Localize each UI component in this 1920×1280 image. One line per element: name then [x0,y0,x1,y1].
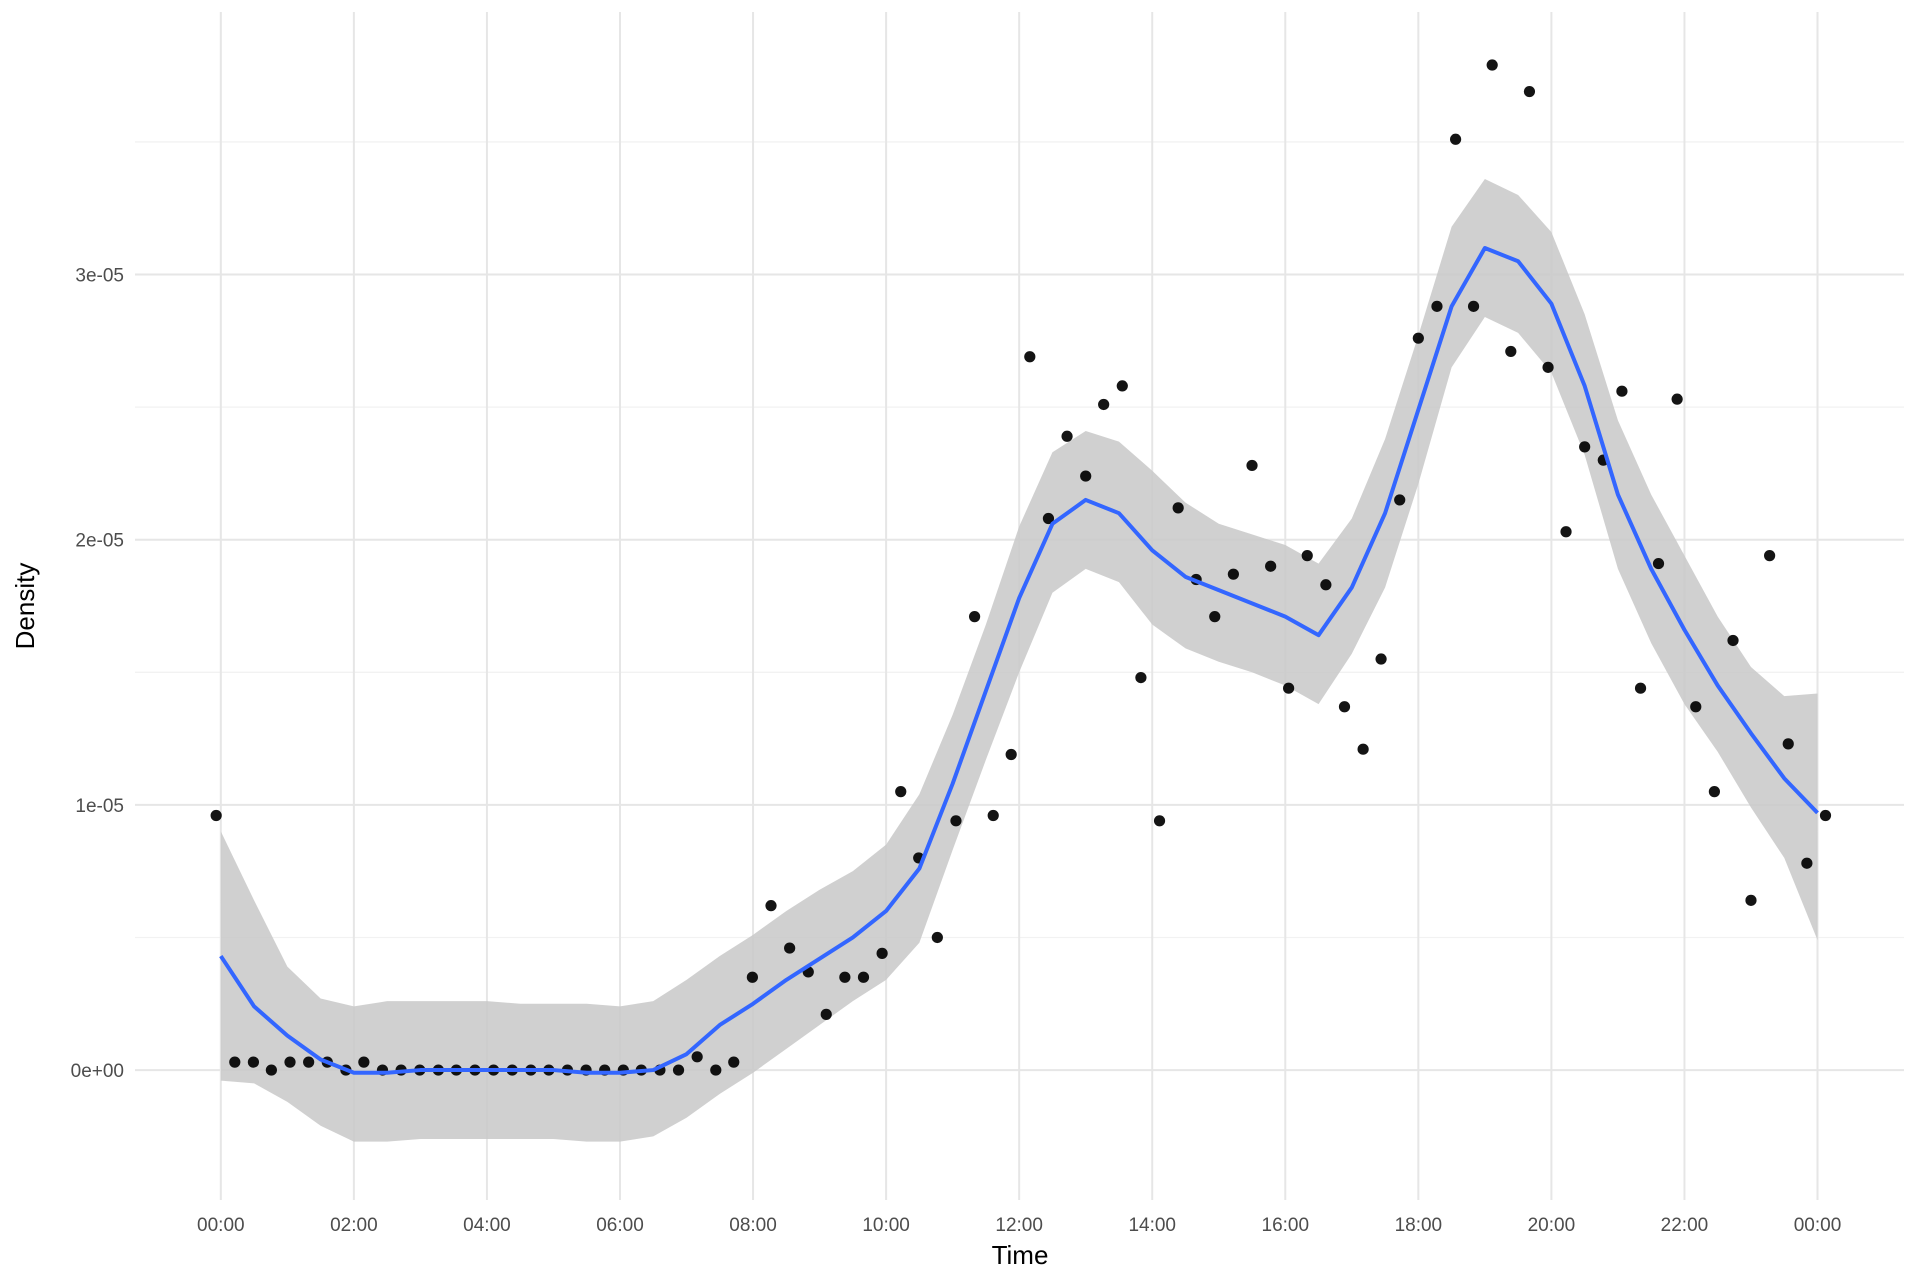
points-layer [210,59,1832,1076]
data-point [1727,634,1739,647]
data-point [1098,398,1110,411]
data-point [1116,380,1128,392]
data-point [1301,550,1313,562]
x-tick-label: 08:00 [729,1215,777,1236]
data-point [1283,682,1295,694]
confidence-band [220,179,1818,1142]
data-point [358,1056,370,1068]
y-tick-label: 3e-05 [75,266,124,287]
data-point [728,1056,740,1068]
data-point [710,1064,722,1076]
data-point [1246,459,1258,472]
x-tick-label: 04:00 [463,1215,511,1236]
y-axis-title: Density [10,563,40,650]
data-point [1080,470,1092,482]
x-tick-label: 10:00 [862,1215,910,1236]
x-tick-label: 12:00 [995,1215,1043,1236]
tick-labels: 0e+00 1e-05 2e-05 3e-05 00:00 02:00 04:00 06:00… [71,266,1842,1236]
x-tick-label: 22:00 [1661,1215,1709,1236]
data-point [1801,857,1813,869]
data-point [839,971,851,983]
data-point [1486,59,1498,71]
data-point [950,815,962,827]
data-point [210,809,222,822]
data-point [876,947,888,959]
data-point [931,931,943,944]
data-point [1172,502,1184,514]
data-point [746,971,758,983]
data-point [1375,653,1387,665]
x-tick-label: 18:00 [1395,1215,1443,1236]
data-point [1782,738,1794,750]
data-point [1357,743,1369,755]
data-point [1819,809,1832,822]
y-tick-label: 2e-05 [75,531,124,552]
smooth-line [219,246,1819,1075]
data-point [1671,393,1683,405]
data-point [1005,748,1017,761]
x-tick-label: 20:00 [1528,1215,1576,1236]
data-point [1542,361,1554,373]
data-point [1024,351,1036,363]
x-tick-label: 14:00 [1128,1215,1176,1236]
data-point [672,1064,685,1076]
smooth-line-layer [219,246,1819,1075]
data-point [1560,526,1572,538]
confidence-band-layer [220,179,1818,1142]
data-point [857,971,870,983]
data-point [1690,701,1702,713]
data-point [247,1056,260,1068]
x-tick-label: 02:00 [330,1215,378,1236]
x-tick-label: 16:00 [1262,1215,1310,1236]
data-point [1394,494,1406,506]
data-point [284,1056,296,1068]
data-point [1042,512,1055,525]
data-point [1153,815,1166,827]
data-point [1265,560,1277,572]
data-point [1209,611,1221,623]
x-axis-title: Time [992,1240,1049,1270]
data-point [1449,133,1462,145]
data-point [765,900,777,912]
data-point [895,786,907,798]
data-point [1338,701,1351,713]
data-point [987,809,999,822]
data-point [1135,671,1147,684]
data-point [1579,441,1591,453]
data-point [820,1008,832,1020]
data-point [1652,557,1665,570]
data-point [1412,332,1424,344]
data-point [303,1056,315,1068]
data-point [1634,682,1647,694]
data-point [691,1051,703,1063]
data-point [1320,579,1332,591]
data-point [1431,300,1443,312]
data-point [265,1064,277,1076]
y-tick-label: 1e-05 [75,796,124,817]
y-tick-label: 0e+00 [71,1061,124,1082]
data-point [1523,85,1536,98]
data-point [968,611,981,623]
data-point [1708,786,1720,798]
data-point [784,942,796,954]
data-point [1227,568,1239,580]
data-point [229,1056,241,1068]
x-tick-label: 00:00 [1794,1215,1842,1236]
grid [135,12,1904,1200]
data-point [1505,345,1517,358]
data-point [1764,550,1776,562]
data-point [1467,300,1480,312]
x-tick-label: 06:00 [596,1215,644,1236]
data-point [1061,430,1073,442]
data-point [1745,894,1757,906]
x-tick-label: 00:00 [197,1215,245,1236]
data-point [1616,385,1628,397]
